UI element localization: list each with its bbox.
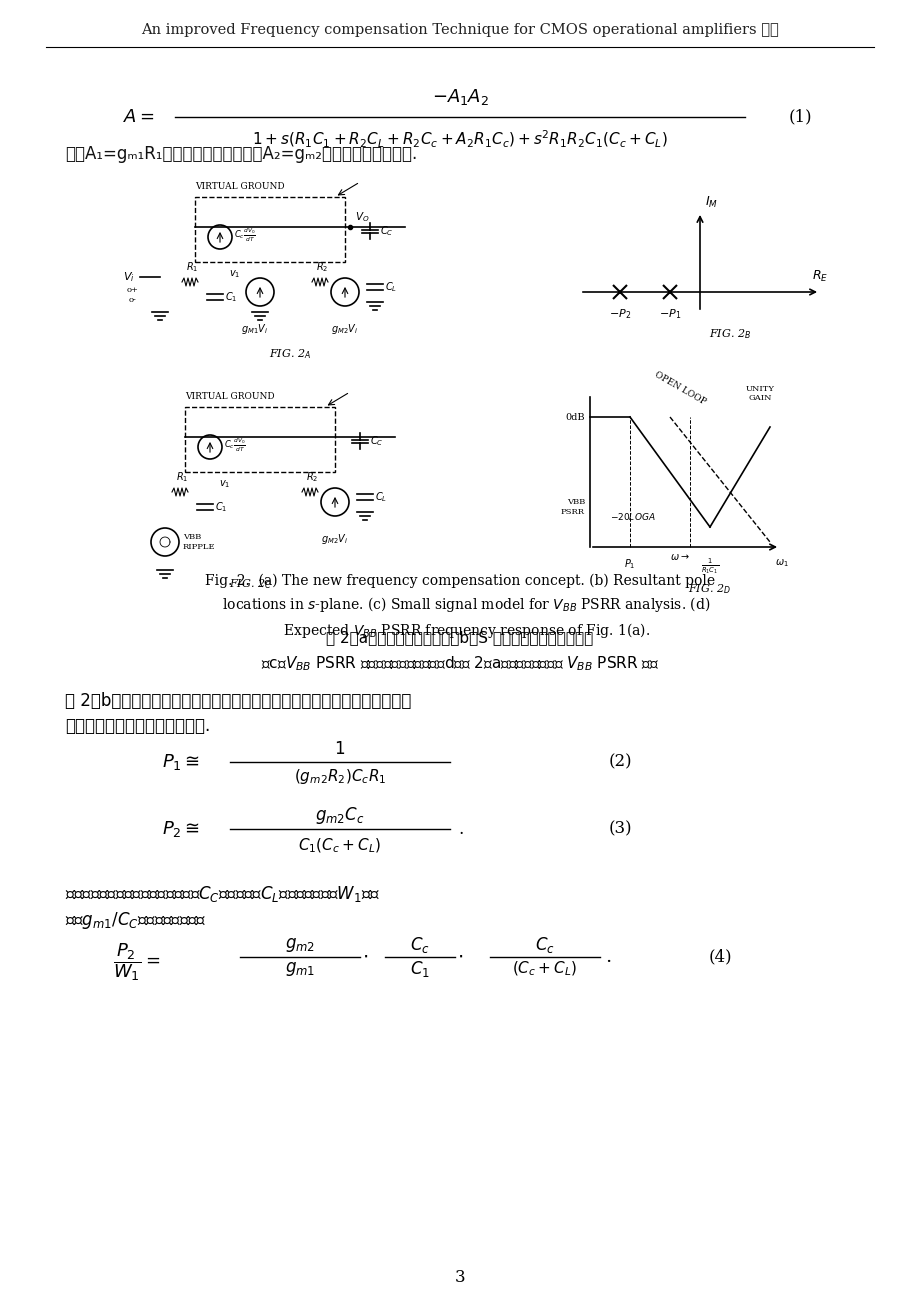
- Text: FIG. 2$_C$: FIG. 2$_C$: [228, 577, 271, 591]
- Text: $\left(C_c+C_L\right)$: $\left(C_c+C_L\right)$: [512, 960, 577, 978]
- Text: VBB: VBB: [183, 533, 201, 542]
- Text: $-A_1A_2$: $-A_1A_2$: [431, 87, 488, 107]
- Text: $R_E$: $R_E$: [811, 270, 827, 284]
- Text: $g_{m2}C_c$: $g_{m2}C_c$: [315, 806, 365, 827]
- Text: (1): (1): [788, 108, 811, 125]
- Text: VIRTUAL GROUND: VIRTUAL GROUND: [185, 392, 275, 401]
- Text: $-P_2$: $-P_2$: [608, 307, 630, 320]
- Text: $R_2$: $R_2$: [315, 260, 328, 273]
- Text: （c）$V_{BB}$ PSRR 分析的小信号等效模型（d）图 2（a）在理想情况下的 $V_{BB}$ PSRR 响应: （c）$V_{BB}$ PSRR 分析的小信号等效模型（d）图 2（a）在理想情…: [261, 654, 658, 673]
- Text: $A=$: $A=$: [123, 108, 154, 126]
- Text: $C_L$: $C_L$: [384, 280, 397, 294]
- Text: $\omega_1$: $\omega_1$: [774, 557, 788, 569]
- Text: FIG. 2$_D$: FIG. 2$_D$: [687, 582, 731, 596]
- Text: $C_c$: $C_c$: [535, 935, 554, 954]
- Text: 图 2（b）所示为此电路的零极点位置．请注意这里没有有效的零点并且所有: 图 2（b）所示为此电路的零极点位置．请注意这里没有有效的零点并且所有: [65, 691, 411, 710]
- Text: $R_1$: $R_1$: [186, 260, 198, 273]
- Text: $C_c\frac{dV_0}{dT}$: $C_c\frac{dV_0}{dT}$: [233, 227, 255, 243]
- Text: RIPPLE: RIPPLE: [183, 543, 215, 551]
- Text: $v_1$: $v_1$: [229, 268, 241, 280]
- Text: $I_M$: $I_M$: [704, 195, 717, 210]
- Text: $g_{m1}$: $g_{m1}$: [285, 960, 315, 978]
- Text: UNITY
GAIN: UNITY GAIN: [744, 385, 774, 402]
- Text: (4): (4): [708, 948, 731, 966]
- Text: $C_1\left(C_c+C_L\right)$: $C_1\left(C_c+C_L\right)$: [298, 837, 381, 855]
- Text: An improved Frequency compensation Technique for CMOS operational amplifiers 译文: An improved Frequency compensation Techn…: [141, 23, 778, 36]
- Text: OPEN LOOP: OPEN LOOP: [652, 370, 707, 408]
- Text: VIRTUAL GROUND: VIRTUAL GROUND: [195, 182, 285, 191]
- Text: FIG. 2$_B$: FIG. 2$_B$: [709, 327, 750, 341]
- Text: $\cdot$: $\cdot$: [361, 948, 368, 966]
- Text: $g_{M2}V_i$: $g_{M2}V_i$: [331, 322, 358, 336]
- Text: 3: 3: [454, 1268, 465, 1285]
- Text: 假设内部节点电容远远小于补偿电容$C_C$和负载电容$C_L$，单位增益带宽$W_1$仍然: 假设内部节点电容远远小于补偿电容$C_C$和负载电容$C_L$，单位增益带宽$W…: [65, 884, 380, 904]
- Text: $g_{M1}V_i$: $g_{M1}V_i$: [241, 322, 268, 336]
- Text: 其中A₁=gₘ₁R₁是第一级的直流增益，A₂=gₘ₂是第二级的直流增益.: 其中A₁=gₘ₁R₁是第一级的直流增益，A₂=gₘ₂是第二级的直流增益.: [65, 145, 417, 163]
- Text: $P_2 \cong$: $P_2 \cong$: [162, 819, 199, 838]
- Text: $V_O$: $V_O$: [355, 210, 369, 224]
- Text: $R_2$: $R_2$: [305, 470, 318, 484]
- Text: (2): (2): [607, 754, 631, 771]
- Text: o+: o+: [127, 286, 139, 294]
- Text: $\cdot$: $\cdot$: [457, 948, 462, 966]
- Text: .: .: [458, 820, 463, 837]
- Text: $1$: $1$: [335, 741, 346, 758]
- Text: $C_1$: $C_1$: [410, 960, 429, 979]
- Text: $V_i$: $V_i$: [123, 270, 135, 284]
- Text: $\left(g_{m2}R_2\right)C_cR_1$: $\left(g_{m2}R_2\right)C_cR_1$: [293, 767, 386, 786]
- Text: VBB
PSRR: VBB PSRR: [561, 499, 584, 516]
- Text: 0dB: 0dB: [565, 413, 584, 422]
- Text: 是由$g_{m1}/C_C$得到．这会导致：: 是由$g_{m1}/C_C$得到．这会导致：: [65, 910, 206, 931]
- Text: FIG. 2$_A$: FIG. 2$_A$: [268, 348, 311, 361]
- Text: $C_c\frac{dV_0}{dT}$: $C_c\frac{dV_0}{dT}$: [223, 436, 245, 453]
- Text: $-P_1$: $-P_1$: [658, 307, 680, 320]
- Text: $1+s\left(R_1C_1+R_2C_L+R_2C_c+A_2R_1C_c\right)+s^2R_1R_2C_1\left(C_c+C_L\right): $1+s\left(R_1C_1+R_2C_L+R_2C_c+A_2R_1C_c…: [252, 129, 667, 150]
- Text: $g_{M2}V_i$: $g_{M2}V_i$: [321, 533, 348, 546]
- Text: $v_1$: $v_1$: [219, 478, 231, 490]
- Text: .: .: [605, 948, 610, 966]
- Text: 图 2（a）新的频率补偿技术（b）S 平面内的零极点分布结果: 图 2（a）新的频率补偿技术（b）S 平面内的零极点分布结果: [326, 630, 593, 644]
- Text: (3): (3): [607, 820, 631, 837]
- Text: $C_C$: $C_C$: [380, 224, 393, 238]
- Text: $\frac{1}{R_1C_1}$: $\frac{1}{R_1C_1}$: [700, 557, 719, 577]
- Text: $C_L$: $C_L$: [375, 490, 387, 504]
- Text: $P_1 \cong$: $P_1 \cong$: [162, 753, 199, 772]
- Text: $P_1$: $P_1$: [624, 557, 635, 570]
- Text: $C_C$: $C_C$: [369, 434, 383, 448]
- Text: o-: o-: [129, 296, 137, 303]
- Text: $\omega \rightarrow$: $\omega \rightarrow$: [669, 552, 689, 562]
- Text: 的极点都是实数，而且距离很远.: 的极点都是实数，而且距离很远.: [65, 717, 210, 736]
- Text: $C_1$: $C_1$: [225, 290, 237, 303]
- Text: $C_c$: $C_c$: [410, 935, 429, 954]
- Text: Fig. 2.  (a) The new frequency compensation concept. (b) Resultant pole
   locat: Fig. 2. (a) The new frequency compensati…: [205, 574, 714, 641]
- Text: $\dfrac{P_2}{W_1}=$: $\dfrac{P_2}{W_1}=$: [113, 941, 160, 983]
- Text: $g_{m2}$: $g_{m2}$: [285, 936, 314, 954]
- Text: $R_1$: $R_1$: [176, 470, 188, 484]
- Text: $-20LOG A$: $-20LOG A$: [609, 510, 655, 522]
- Text: $C_1$: $C_1$: [215, 500, 227, 514]
